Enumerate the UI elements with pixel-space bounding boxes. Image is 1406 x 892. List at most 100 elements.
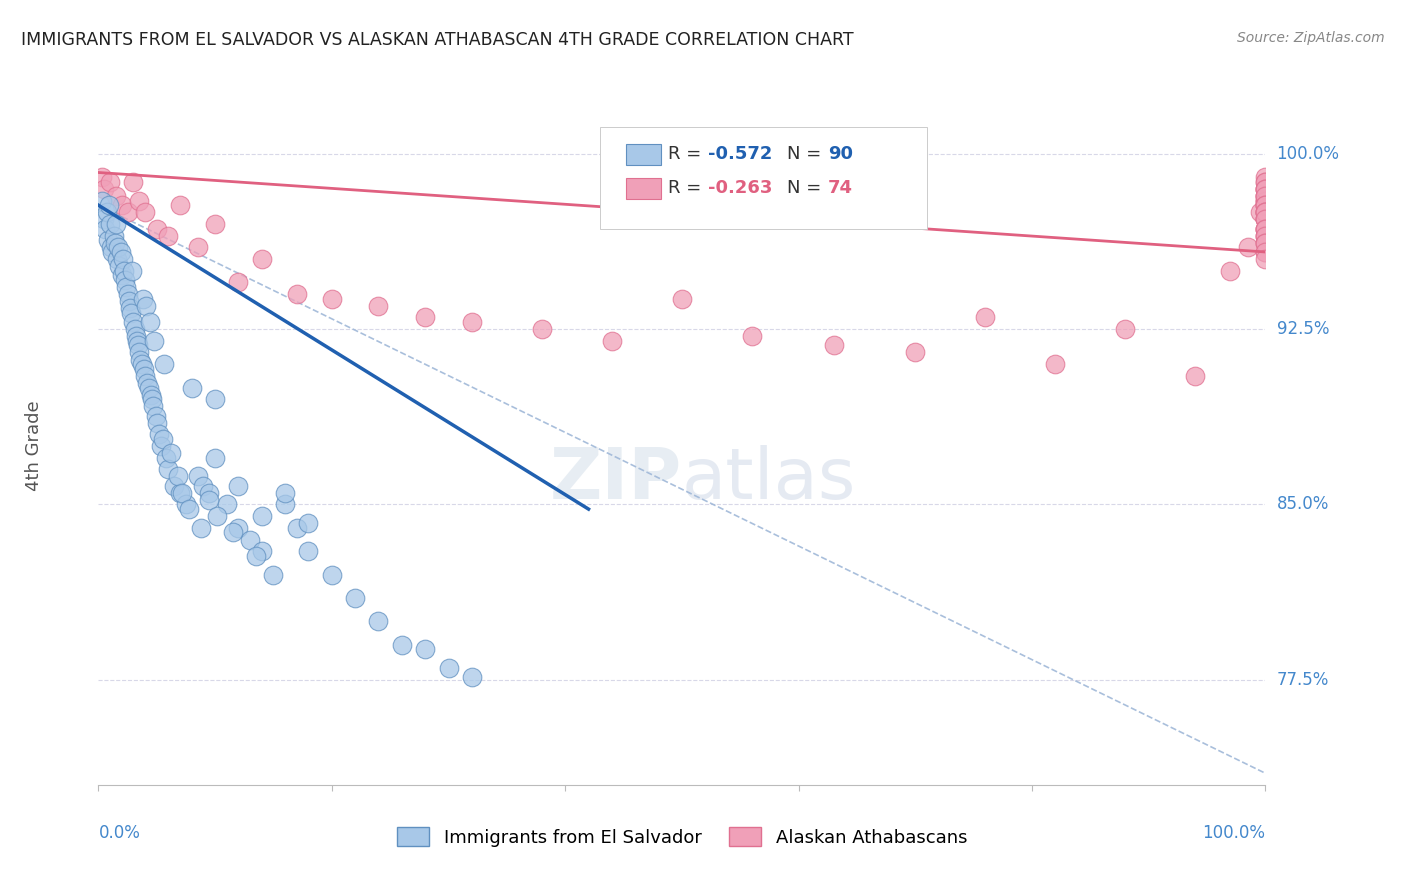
Point (297, 544, 319, 558)
Point (1254, 212, 1277, 227)
Point (413, 310, 436, 325)
Point (125, 329, 148, 343)
Point (250, 544, 273, 558)
Point (285, 287, 308, 301)
Point (274, 498, 297, 512)
Point (1254, 221, 1277, 235)
Point (122, 315, 145, 329)
Point (321, 567, 343, 582)
Point (297, 516, 319, 530)
Point (204, 217, 226, 231)
Point (904, 345, 927, 359)
Point (112, 263, 135, 277)
Point (124, 322, 146, 336)
Text: -0.572: -0.572 (707, 145, 772, 163)
Point (1254, 194, 1277, 208)
Point (152, 357, 174, 371)
Text: 4th Grade: 4th Grade (25, 401, 44, 491)
Point (367, 615, 389, 629)
Point (96, 205, 118, 219)
Text: N =: N = (787, 179, 827, 197)
Point (125, 334, 148, 348)
Point (134, 205, 156, 219)
Point (228, 479, 250, 493)
Point (1254, 205, 1277, 219)
Point (1254, 198, 1277, 212)
Point (274, 485, 297, 500)
Point (530, 322, 553, 336)
Point (1254, 182, 1277, 196)
Point (121, 263, 143, 277)
Point (100, 240, 122, 254)
Point (146, 221, 169, 235)
Point (1254, 235, 1277, 250)
Point (285, 521, 308, 535)
Point (97, 233, 120, 247)
Text: N =: N = (787, 145, 827, 163)
Text: R =: R = (668, 145, 707, 163)
Point (138, 380, 160, 394)
Point (1254, 182, 1277, 196)
Point (163, 479, 186, 493)
Text: 90: 90 (828, 145, 853, 163)
Point (600, 334, 623, 348)
Text: Source: ZipAtlas.com: Source: ZipAtlas.com (1237, 31, 1385, 45)
Point (262, 567, 284, 582)
Point (1254, 198, 1277, 212)
Point (1254, 189, 1277, 203)
Point (198, 492, 221, 507)
Point (114, 273, 136, 287)
Point (148, 427, 170, 442)
Text: atlas: atlas (682, 445, 856, 515)
Point (127, 338, 149, 352)
Point (105, 252, 128, 266)
Point (187, 469, 209, 483)
Point (367, 299, 389, 313)
Point (135, 299, 157, 313)
Point (122, 175, 145, 189)
Point (1254, 189, 1277, 203)
Point (1254, 198, 1277, 212)
Text: 100.0%: 100.0% (1277, 145, 1340, 163)
Point (172, 485, 194, 500)
Point (671, 292, 693, 306)
Point (190, 521, 212, 535)
Point (157, 462, 180, 476)
Point (174, 498, 197, 512)
Point (104, 189, 127, 203)
Point (134, 368, 156, 383)
Text: 77.5%: 77.5% (1277, 671, 1329, 689)
Point (1254, 189, 1277, 203)
Point (110, 244, 132, 259)
FancyBboxPatch shape (626, 145, 661, 165)
FancyBboxPatch shape (626, 178, 661, 199)
Point (974, 310, 997, 325)
Point (143, 334, 166, 348)
Point (104, 217, 127, 231)
Text: IMMIGRANTS FROM EL SALVADOR VS ALASKAN ATHABASCAN 4TH GRADE CORRELATION CHART: IMMIGRANTS FROM EL SALVADOR VS ALASKAN A… (21, 31, 853, 49)
Point (391, 638, 413, 652)
Point (103, 228, 125, 243)
Point (139, 315, 162, 329)
Point (1254, 194, 1277, 208)
Point (1254, 252, 1277, 266)
Point (461, 315, 484, 329)
Point (150, 439, 173, 453)
Point (117, 287, 139, 301)
Point (1254, 189, 1277, 203)
Point (413, 642, 436, 657)
Point (90, 170, 112, 185)
Point (228, 276, 250, 290)
Point (823, 338, 845, 352)
Text: 85.0%: 85.0% (1277, 495, 1329, 514)
Point (1254, 212, 1277, 227)
Point (179, 502, 201, 516)
Point (204, 450, 226, 465)
Point (1254, 235, 1277, 250)
Point (1254, 205, 1277, 219)
Point (146, 416, 169, 430)
Point (1045, 357, 1067, 371)
Point (1184, 368, 1206, 383)
Point (1254, 244, 1277, 259)
Point (136, 376, 159, 390)
